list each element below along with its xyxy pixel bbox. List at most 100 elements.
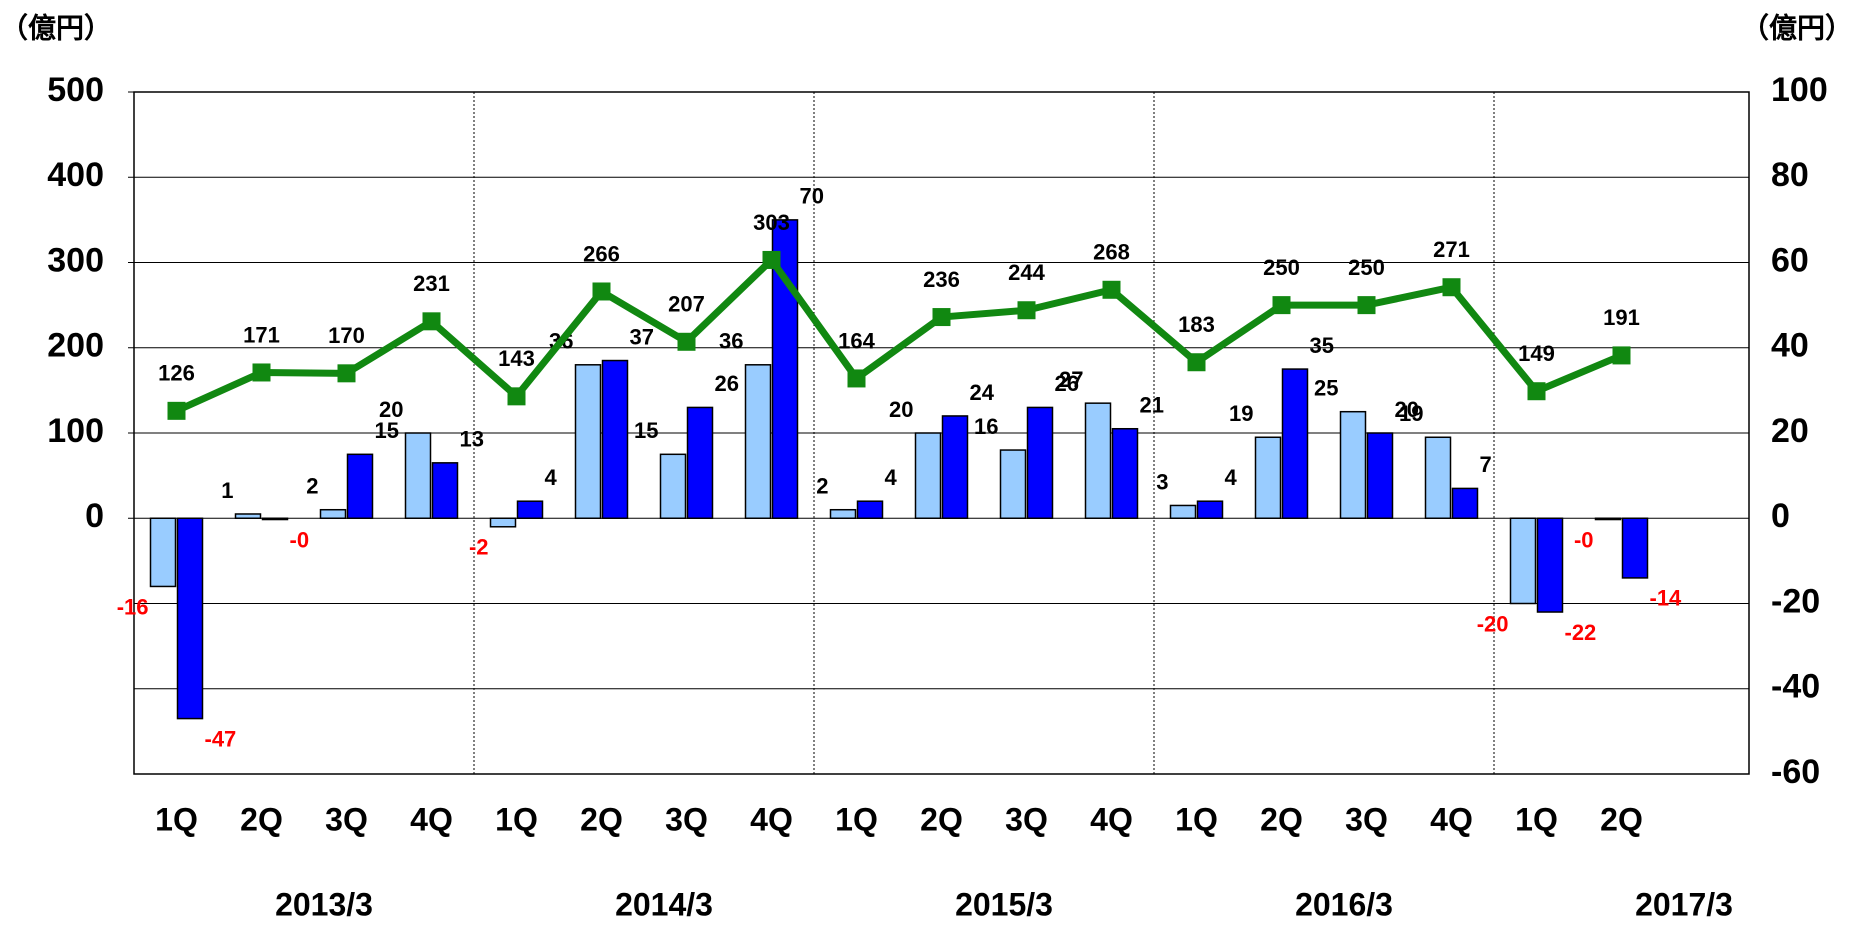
y-tick-label: 300 bbox=[47, 241, 104, 279]
y-tick-label: 200 bbox=[47, 327, 104, 365]
bar bbox=[574, 364, 602, 519]
data-label: 20 bbox=[1395, 397, 1419, 422]
bar bbox=[601, 359, 629, 519]
marker bbox=[507, 387, 526, 406]
y2-tick-label: 0 bbox=[1771, 497, 1790, 535]
data-label: -16 bbox=[117, 594, 149, 619]
data-label: 171 bbox=[243, 322, 280, 347]
data-label: 19 bbox=[1229, 401, 1253, 426]
data-label: 25 bbox=[1314, 376, 1338, 401]
bar bbox=[1281, 368, 1309, 519]
bar bbox=[914, 432, 942, 519]
x-tick-label: 3Q bbox=[1005, 801, 1048, 837]
bar bbox=[176, 517, 204, 720]
data-label: 4 bbox=[545, 465, 558, 490]
bar bbox=[489, 517, 517, 528]
x-tick-label: 2Q bbox=[1600, 801, 1643, 837]
marker bbox=[337, 364, 356, 383]
data-label: -2 bbox=[469, 535, 489, 560]
x-tick-label: 3Q bbox=[1345, 801, 1388, 837]
marker bbox=[1527, 382, 1546, 401]
data-label: -22 bbox=[1565, 620, 1597, 645]
marker bbox=[932, 308, 951, 327]
y2-tick-label: 60 bbox=[1771, 241, 1809, 279]
data-label: -0 bbox=[1574, 527, 1594, 552]
marker bbox=[847, 369, 866, 388]
marker bbox=[422, 312, 441, 331]
y2-tick-label: 100 bbox=[1771, 71, 1828, 109]
group-label: 2016/3 bbox=[1295, 886, 1393, 922]
bar bbox=[1254, 436, 1282, 520]
data-label: 149 bbox=[1518, 341, 1555, 366]
data-label: 236 bbox=[923, 267, 960, 292]
data-label: 250 bbox=[1348, 255, 1385, 280]
x-tick-label: 4Q bbox=[750, 801, 793, 837]
bar bbox=[941, 415, 969, 520]
data-label: 13 bbox=[460, 427, 484, 452]
data-label: 1 bbox=[221, 478, 233, 503]
data-label: 70 bbox=[800, 184, 824, 209]
data-label: 170 bbox=[328, 323, 365, 348]
bar bbox=[1026, 406, 1054, 519]
x-tick-label: 4Q bbox=[1430, 801, 1473, 837]
bar bbox=[149, 517, 177, 588]
bar bbox=[1424, 436, 1452, 520]
bar bbox=[829, 508, 857, 520]
group-label: 2017/3 bbox=[1635, 886, 1733, 922]
group-label: 2014/3 bbox=[615, 886, 713, 922]
data-label: 19 bbox=[1399, 401, 1423, 426]
bar bbox=[1084, 402, 1112, 520]
bar bbox=[516, 500, 544, 520]
x-tick-label: 2Q bbox=[580, 801, 623, 837]
y2-tick-label: 20 bbox=[1771, 412, 1809, 450]
data-label: 20 bbox=[379, 397, 403, 422]
data-label: 37 bbox=[630, 324, 654, 349]
data-label: 2 bbox=[306, 474, 318, 499]
bar bbox=[1339, 410, 1367, 519]
x-tick-label: 3Q bbox=[325, 801, 368, 837]
data-label: 35 bbox=[1310, 333, 1334, 358]
bar bbox=[1451, 487, 1479, 520]
data-label: -0 bbox=[290, 527, 310, 552]
data-label: 126 bbox=[158, 361, 195, 386]
group-label: 2013/3 bbox=[275, 886, 373, 922]
data-label: 250 bbox=[1263, 255, 1300, 280]
y2-tick-label: -60 bbox=[1771, 753, 1820, 791]
y-tick-label: 0 bbox=[85, 497, 104, 535]
data-label: 26 bbox=[715, 371, 739, 396]
data-label: -14 bbox=[1650, 586, 1683, 611]
data-label: 36 bbox=[719, 329, 743, 354]
y2-tick-label: -40 bbox=[1771, 668, 1820, 706]
bar bbox=[686, 406, 714, 519]
data-label: 268 bbox=[1093, 240, 1130, 265]
x-tick-label: 3Q bbox=[665, 801, 708, 837]
marker bbox=[1272, 296, 1291, 315]
x-tick-label: 1Q bbox=[835, 801, 878, 837]
bar bbox=[1621, 517, 1649, 579]
y2-tick-label: -20 bbox=[1771, 582, 1820, 620]
data-label: 15 bbox=[375, 418, 399, 443]
data-label: -20 bbox=[1477, 611, 1509, 636]
data-label: 271 bbox=[1433, 237, 1470, 262]
y-unit-label: （億円） bbox=[0, 11, 112, 43]
data-label: 164 bbox=[838, 328, 875, 353]
group-label: 2015/3 bbox=[955, 886, 1053, 922]
data-label: 27 bbox=[1059, 367, 1083, 392]
x-tick-label: 1Q bbox=[155, 801, 198, 837]
data-label: 266 bbox=[583, 241, 620, 266]
data-label: 244 bbox=[1008, 260, 1045, 285]
x-tick-label: 4Q bbox=[1090, 801, 1133, 837]
marker bbox=[1187, 353, 1206, 372]
data-label: 143 bbox=[498, 346, 535, 371]
bar bbox=[1536, 517, 1564, 613]
data-label: 183 bbox=[1178, 312, 1215, 337]
marker bbox=[1017, 301, 1036, 320]
data-label: 20 bbox=[889, 397, 913, 422]
bar bbox=[659, 453, 687, 519]
data-label: 4 bbox=[885, 465, 898, 490]
x-tick-label: 1Q bbox=[1515, 801, 1558, 837]
marker bbox=[1102, 280, 1121, 299]
bar bbox=[1111, 427, 1139, 519]
marker bbox=[762, 250, 781, 269]
data-label: 3 bbox=[1156, 469, 1168, 494]
